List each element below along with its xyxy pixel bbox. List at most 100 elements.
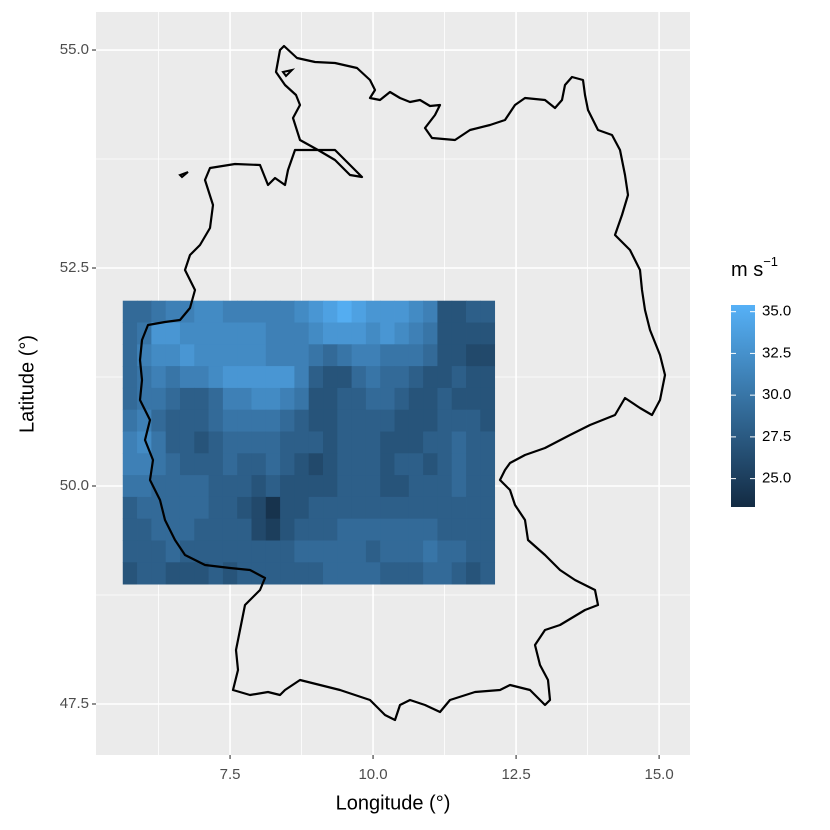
raster-cell bbox=[337, 453, 353, 476]
raster-cell bbox=[466, 562, 481, 585]
raster-cell bbox=[365, 322, 381, 345]
raster-cell bbox=[480, 540, 496, 563]
raster-cell bbox=[437, 300, 453, 323]
raster-cell bbox=[151, 562, 167, 585]
raster-cell bbox=[165, 387, 181, 411]
raster-cell bbox=[294, 518, 310, 541]
raster-cell bbox=[408, 540, 424, 563]
raster-cell bbox=[451, 562, 467, 585]
raster-cell bbox=[294, 387, 310, 411]
raster-cell bbox=[480, 475, 496, 498]
raster-cell bbox=[351, 409, 367, 432]
raster-cell bbox=[122, 322, 138, 345]
raster-cell bbox=[323, 322, 338, 345]
raster-cell bbox=[165, 322, 181, 345]
raster-cell bbox=[222, 540, 238, 563]
raster-cell bbox=[423, 366, 438, 389]
raster-cell bbox=[165, 475, 181, 498]
raster-cell bbox=[323, 409, 338, 432]
raster-cell bbox=[423, 322, 438, 345]
raster-cell bbox=[380, 409, 395, 432]
raster-cell bbox=[165, 344, 181, 367]
raster-cell bbox=[308, 322, 324, 345]
island bbox=[178, 68, 296, 179]
raster-cell bbox=[179, 366, 195, 389]
raster-cell bbox=[394, 540, 410, 563]
raster-cell bbox=[280, 344, 295, 367]
raster-cell bbox=[451, 344, 467, 367]
raster-cell bbox=[194, 344, 209, 367]
raster-cell bbox=[237, 322, 252, 345]
raster-cell bbox=[437, 366, 453, 389]
raster-cell bbox=[423, 344, 438, 367]
raster-cell bbox=[308, 453, 324, 476]
raster-cell bbox=[122, 431, 138, 454]
raster-cell bbox=[423, 496, 438, 520]
raster-cell bbox=[365, 496, 381, 520]
colorbar bbox=[731, 305, 755, 507]
raster-cell bbox=[337, 496, 353, 520]
raster-cell bbox=[408, 453, 424, 476]
raster-cell bbox=[251, 300, 267, 323]
raster-cell bbox=[408, 431, 424, 454]
raster-cell bbox=[265, 540, 281, 563]
raster-cell bbox=[437, 322, 453, 345]
raster-cell bbox=[437, 344, 453, 367]
raster-cell bbox=[194, 496, 209, 520]
raster-cell bbox=[423, 475, 438, 498]
raster-cell bbox=[208, 387, 224, 411]
raster-cell bbox=[394, 300, 410, 323]
raster-cell bbox=[208, 496, 224, 520]
raster-cell bbox=[408, 366, 424, 389]
raster-cell bbox=[251, 562, 267, 585]
raster-cell bbox=[122, 453, 138, 476]
raster-cell bbox=[165, 540, 181, 563]
raster-cell bbox=[337, 475, 353, 498]
y-tick-label: 52.5 bbox=[60, 259, 89, 276]
raster-cell bbox=[194, 453, 209, 476]
colorbar-tick-label: 32.5 bbox=[762, 344, 791, 361]
raster-cell bbox=[380, 344, 395, 367]
raster-cell bbox=[323, 387, 338, 411]
raster-cell bbox=[294, 453, 310, 476]
raster-cell bbox=[194, 431, 209, 454]
country-outline bbox=[138, 44, 667, 722]
raster-cell bbox=[208, 344, 224, 367]
raster-cell bbox=[294, 344, 310, 367]
raster-cell bbox=[480, 518, 496, 541]
raster-cell bbox=[351, 322, 367, 345]
raster-cell bbox=[122, 344, 138, 367]
raster-cell bbox=[451, 431, 467, 454]
raster-cell bbox=[208, 431, 224, 454]
y-tick-label: 55.0 bbox=[60, 41, 89, 58]
raster-cell bbox=[165, 300, 181, 323]
raster-cell bbox=[280, 300, 295, 323]
raster-cell bbox=[137, 518, 152, 541]
raster-cell bbox=[423, 300, 438, 323]
raster-cell bbox=[451, 409, 467, 432]
raster-cell bbox=[222, 366, 238, 389]
raster-cell bbox=[351, 540, 367, 563]
raster-cell bbox=[308, 366, 324, 389]
raster-cell bbox=[337, 562, 353, 585]
raster-cell bbox=[351, 453, 367, 476]
raster-cell bbox=[165, 409, 181, 432]
raster-cell bbox=[265, 431, 281, 454]
raster-cell bbox=[380, 300, 395, 323]
raster-cell bbox=[122, 366, 138, 389]
raster-cell bbox=[122, 518, 138, 541]
x-axis-title: Longitude (°) bbox=[336, 792, 451, 814]
raster-cell bbox=[265, 562, 281, 585]
raster-cell bbox=[394, 366, 410, 389]
raster-cell bbox=[365, 518, 381, 541]
raster-cell bbox=[451, 475, 467, 498]
raster-cell bbox=[351, 300, 367, 323]
raster-cell bbox=[122, 300, 138, 323]
raster-cell bbox=[251, 431, 267, 454]
raster-cell bbox=[280, 540, 295, 563]
raster-cell bbox=[365, 409, 381, 432]
raster-cell bbox=[280, 475, 295, 498]
raster-cell bbox=[122, 540, 138, 563]
raster-cell bbox=[151, 300, 167, 323]
raster-cell bbox=[408, 562, 424, 585]
